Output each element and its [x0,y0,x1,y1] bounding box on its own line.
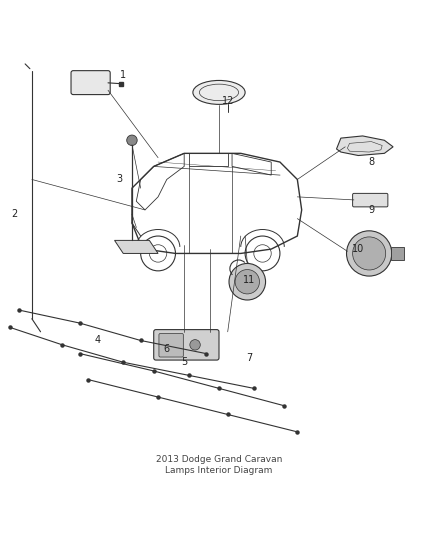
Text: 4: 4 [94,335,100,345]
Text: 2: 2 [11,209,18,219]
Text: 3: 3 [116,174,122,184]
Text: 10: 10 [352,244,364,254]
FancyBboxPatch shape [353,193,388,207]
Text: 5: 5 [181,357,187,367]
Text: 6: 6 [164,344,170,354]
Circle shape [127,135,137,146]
Text: 1: 1 [120,70,126,80]
Polygon shape [115,240,158,254]
Circle shape [346,231,392,276]
Bar [391,247,404,260]
Circle shape [235,270,259,294]
Text: 11: 11 [244,274,256,285]
Text: 7: 7 [246,353,253,363]
Circle shape [229,263,265,300]
Circle shape [190,340,200,350]
Text: 9: 9 [368,205,374,215]
FancyBboxPatch shape [159,334,184,357]
Ellipse shape [193,80,245,104]
Text: 8: 8 [368,157,374,167]
Circle shape [353,237,386,270]
Polygon shape [336,136,393,156]
Text: 2013 Dodge Grand Caravan
Lamps Interior Diagram: 2013 Dodge Grand Caravan Lamps Interior … [156,455,282,475]
FancyBboxPatch shape [154,329,219,360]
FancyBboxPatch shape [71,71,110,94]
Text: 12: 12 [222,96,234,106]
